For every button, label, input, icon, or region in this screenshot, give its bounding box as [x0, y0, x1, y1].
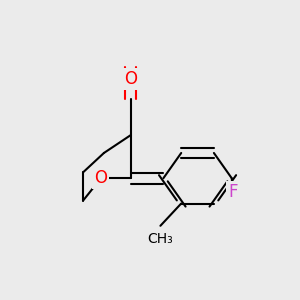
Text: F: F — [229, 183, 238, 201]
Text: O: O — [124, 70, 137, 88]
Text: CH₃: CH₃ — [148, 232, 173, 246]
Text: O: O — [94, 169, 107, 187]
